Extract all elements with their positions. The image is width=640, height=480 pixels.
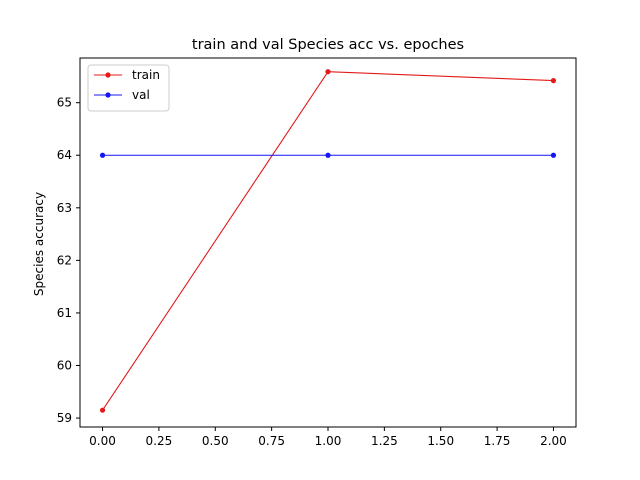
y-tick-label: 61 (57, 306, 72, 320)
y-tick-label: 60 (57, 359, 72, 373)
data-point-val (99, 152, 106, 158)
legend-marker-val (105, 92, 111, 98)
x-tick-label: 0.75 (258, 434, 285, 448)
y-tick-label: 62 (57, 253, 72, 267)
y-tick-label: 65 (57, 96, 72, 110)
chart-title: train and val Species acc vs. epoches (192, 37, 464, 53)
y-axis: 59 60 61 62 63 64 65 (57, 96, 80, 425)
x-tick-label: 2.00 (540, 434, 567, 448)
axes-frame (79, 57, 577, 428)
data-point-val (325, 152, 331, 158)
x-tick-label: 1.75 (484, 434, 511, 448)
y-tick-label: 64 (57, 148, 72, 162)
legend-label-train: train (132, 68, 160, 82)
data-point-train (550, 78, 557, 84)
x-tick-label: 1.00 (315, 434, 342, 448)
x-tick-label: 1.50 (427, 434, 454, 448)
legend: train val (87, 64, 170, 112)
series-line-train (102, 71, 554, 411)
y-tick-label: 59 (57, 411, 72, 425)
x-axis: 0.00 0.25 0.50 0.75 1.00 1.25 1.50 1.75 2.00 (89, 427, 567, 448)
x-tick-label: 0.50 (202, 434, 229, 448)
plot-area (79, 57, 577, 428)
legend-label-val: val (132, 88, 150, 102)
series-layer (99, 69, 557, 413)
x-tick-label: 0.00 (89, 434, 116, 448)
data-point-train (325, 69, 331, 75)
data-point-val (550, 152, 557, 158)
x-tick-label: 0.25 (146, 434, 173, 448)
x-tick-label: 1.25 (371, 434, 398, 448)
legend-marker-train (105, 72, 111, 78)
y-axis-label: Species accuracy (32, 192, 46, 296)
y-tick-label: 63 (57, 201, 72, 215)
data-point-train (99, 407, 106, 413)
